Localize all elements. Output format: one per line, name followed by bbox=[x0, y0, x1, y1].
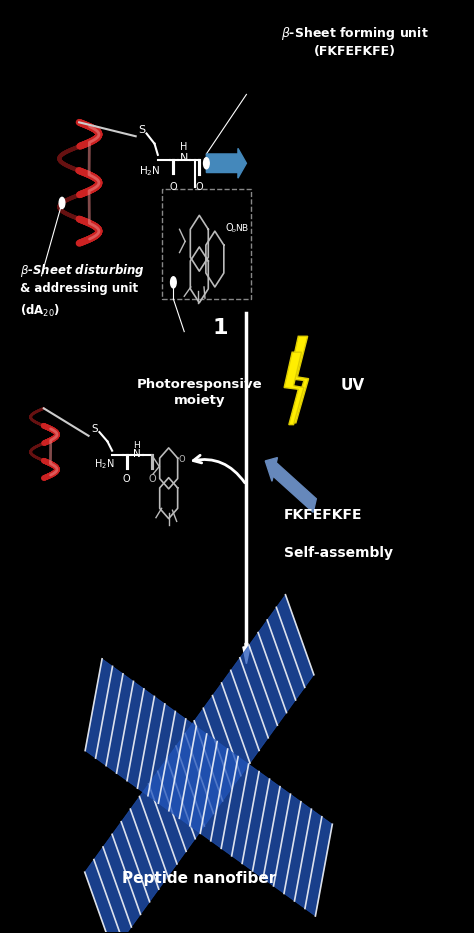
Text: Peptide nanofiber: Peptide nanofiber bbox=[122, 871, 276, 886]
Text: (dA$_{20}$): (dA$_{20}$) bbox=[20, 303, 60, 319]
FancyArrow shape bbox=[265, 457, 316, 512]
Text: N: N bbox=[180, 153, 188, 162]
Circle shape bbox=[171, 277, 176, 288]
Text: $_o$NB: $_o$NB bbox=[231, 222, 250, 234]
Polygon shape bbox=[85, 594, 314, 933]
Circle shape bbox=[59, 198, 65, 208]
Text: moiety: moiety bbox=[173, 394, 225, 407]
Text: O: O bbox=[123, 474, 130, 484]
Text: H: H bbox=[180, 143, 187, 152]
Polygon shape bbox=[85, 659, 332, 916]
Text: Self-assembly: Self-assembly bbox=[284, 546, 393, 560]
Text: S: S bbox=[91, 425, 98, 434]
Text: $\beta$-Sheet forming unit: $\beta$-Sheet forming unit bbox=[281, 24, 428, 42]
Text: O: O bbox=[195, 182, 203, 192]
Polygon shape bbox=[289, 336, 309, 423]
Text: N: N bbox=[133, 450, 140, 459]
Text: S: S bbox=[138, 125, 146, 134]
Text: H: H bbox=[133, 440, 140, 450]
Text: O: O bbox=[178, 455, 185, 465]
Text: FKFEFKFE: FKFEFKFE bbox=[284, 508, 363, 522]
Text: H$_2$N: H$_2$N bbox=[139, 164, 161, 177]
Text: O: O bbox=[226, 223, 233, 233]
FancyArrow shape bbox=[243, 643, 250, 663]
Text: O: O bbox=[148, 474, 156, 484]
Text: UV: UV bbox=[341, 378, 365, 393]
FancyArrow shape bbox=[206, 148, 246, 178]
FancyArrowPatch shape bbox=[193, 455, 245, 482]
Bar bbox=[162, 189, 251, 299]
Text: H$_2$N: H$_2$N bbox=[94, 457, 114, 470]
Text: $\beta$-Sheet disturbing: $\beta$-Sheet disturbing bbox=[20, 262, 145, 279]
Text: 1: 1 bbox=[213, 317, 228, 338]
Polygon shape bbox=[284, 352, 304, 425]
Text: (FKFEFKFE): (FKFEFKFE) bbox=[314, 45, 396, 58]
Text: O: O bbox=[170, 182, 177, 192]
Circle shape bbox=[203, 158, 209, 169]
Text: & addressing unit: & addressing unit bbox=[20, 283, 138, 296]
Text: Photoresponsive: Photoresponsive bbox=[137, 378, 262, 391]
